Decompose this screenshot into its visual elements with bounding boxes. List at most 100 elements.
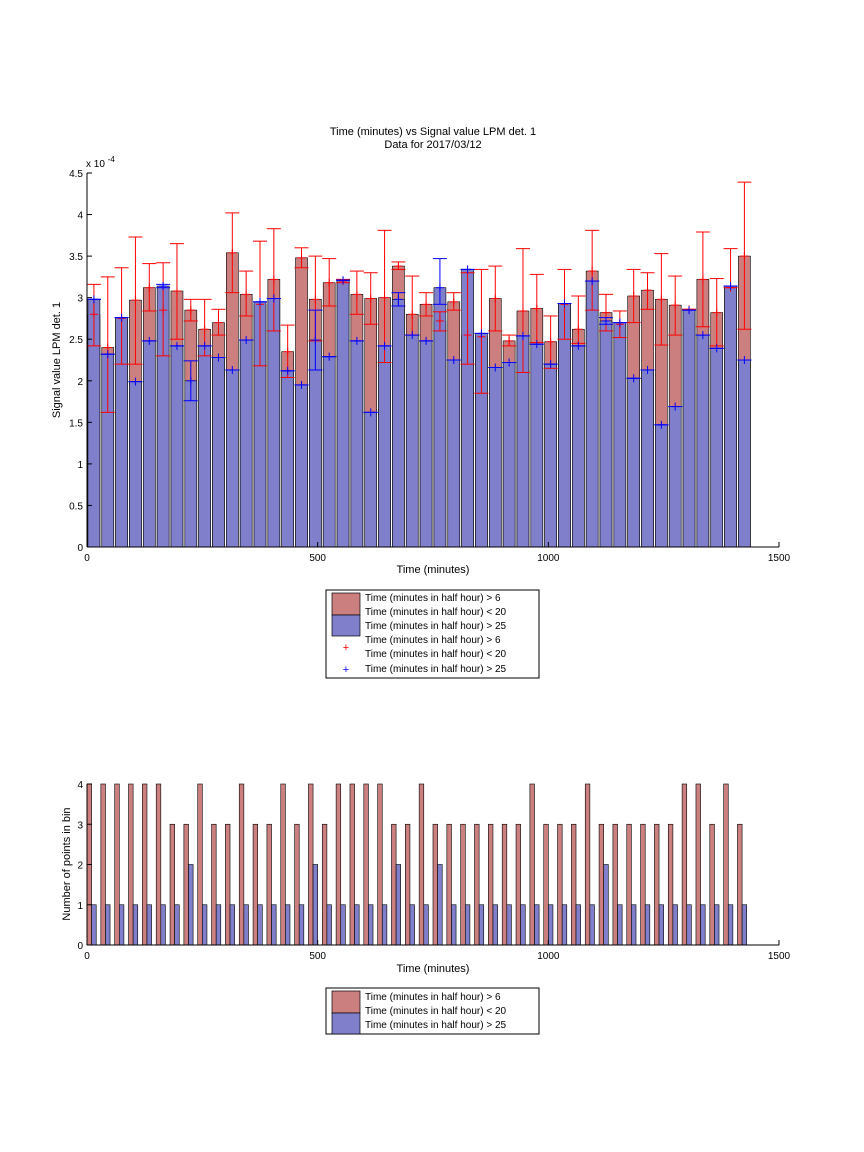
bar <box>257 904 263 946</box>
bar <box>146 904 152 946</box>
legend-marker-blue: + <box>343 664 349 676</box>
bar <box>626 823 632 946</box>
bar <box>118 904 125 946</box>
bar <box>202 904 208 946</box>
y-tick-label: 4.5 <box>69 169 83 180</box>
bar <box>557 823 563 946</box>
bar <box>686 904 692 946</box>
bar <box>432 823 438 946</box>
y-tick-label: 1 <box>77 460 83 471</box>
y-tick-label: 2 <box>77 377 83 388</box>
chart-1-axes: 0 500 1000 1500 0 0.5 1 1.5 2 2.5 3 3.5 4 4.5 <box>69 169 790 564</box>
bar <box>378 345 391 548</box>
y-tick-label: 0.5 <box>69 501 83 512</box>
bar <box>612 823 618 946</box>
bar <box>197 783 203 946</box>
bar <box>335 783 342 946</box>
bar <box>184 380 198 548</box>
bar <box>667 823 674 946</box>
bar <box>350 340 364 548</box>
x-tick-label: 500 <box>309 951 326 962</box>
bar <box>280 783 286 946</box>
chart-1: Time (minutes) vs Signal value LPM det. … <box>51 126 791 679</box>
y-tick-label: 1.5 <box>69 418 83 429</box>
y-tick-label: 3.5 <box>69 252 83 263</box>
bar <box>229 904 235 946</box>
bar <box>723 783 729 946</box>
bar <box>114 783 120 946</box>
bar <box>585 280 599 548</box>
bar <box>530 343 544 548</box>
bar <box>211 823 217 946</box>
bar <box>738 359 751 548</box>
bar <box>682 309 696 548</box>
bar <box>160 904 166 946</box>
chart-1-y-axis-label: Signal value LPM det. 1 <box>51 302 63 418</box>
bar <box>105 904 111 946</box>
bar <box>309 339 322 548</box>
chart-2-axes: 0 500 1000 1500 0 1 2 3 4 <box>77 780 790 962</box>
bar <box>281 370 294 548</box>
bar <box>558 303 571 548</box>
bar <box>326 904 332 946</box>
bar <box>544 363 557 548</box>
x-tick-label: 1500 <box>768 553 791 564</box>
bar <box>155 783 162 946</box>
bar <box>640 823 646 946</box>
bar <box>520 904 526 946</box>
chart-1-title: Time (minutes) vs Signal value LPM det. … <box>330 126 536 138</box>
bar <box>488 823 494 946</box>
bar <box>423 904 429 946</box>
legend-swatch-blue <box>331 1012 361 1035</box>
bar <box>658 904 664 946</box>
bar <box>655 424 668 548</box>
bar <box>243 904 249 946</box>
bar <box>392 299 405 548</box>
bar <box>644 904 651 946</box>
bar <box>506 904 512 946</box>
bar <box>340 904 346 946</box>
bar <box>418 783 425 946</box>
chart-1-legend: Time (minutes in half hour) > 6 Time (mi… <box>325 589 540 679</box>
bar <box>501 823 508 946</box>
bar <box>572 345 585 548</box>
legend-swatch-blue <box>331 614 361 637</box>
chart-1-subtitle: Data for 2017/03/12 <box>384 139 481 151</box>
bar <box>488 367 502 548</box>
bar <box>364 412 378 548</box>
legend-label: Time (minutes in half hour) > 25 <box>365 1020 507 1031</box>
bar <box>170 345 184 548</box>
bar <box>349 783 355 946</box>
legend-swatch-red <box>331 592 361 616</box>
bar <box>502 362 516 548</box>
bar <box>128 783 134 946</box>
x-tick-label: 500 <box>309 553 326 564</box>
bar <box>437 864 443 946</box>
y-tick-label: 2.5 <box>69 335 83 346</box>
bar <box>405 334 419 548</box>
bar <box>321 823 328 946</box>
bar <box>285 904 291 946</box>
legend-label: Time (minutes in half hour) > 25 <box>365 664 507 675</box>
y-tick-label: 4 <box>77 211 83 222</box>
bar <box>515 823 521 946</box>
bar <box>132 904 139 946</box>
bar <box>169 823 175 946</box>
legend-box <box>325 987 540 1035</box>
bar <box>641 369 654 548</box>
x-tick-label: 0 <box>84 951 90 962</box>
chart-2: 0 500 1000 1500 0 1 2 3 4 Time (minutes) Number … <box>61 780 791 1035</box>
bar <box>631 904 637 946</box>
bar <box>225 823 231 946</box>
chart-1-y-exponent-power: -4 <box>108 155 116 164</box>
chart-1-y-exponent-base: x 10 <box>86 159 105 170</box>
bar <box>226 369 239 548</box>
bar <box>252 823 258 946</box>
bar <box>129 381 142 548</box>
bar <box>409 904 415 946</box>
bar <box>312 864 318 946</box>
y-tick-label: 3 <box>77 820 83 831</box>
bar <box>391 823 397 946</box>
y-tick-label: 0 <box>77 941 83 952</box>
bar <box>474 823 480 946</box>
